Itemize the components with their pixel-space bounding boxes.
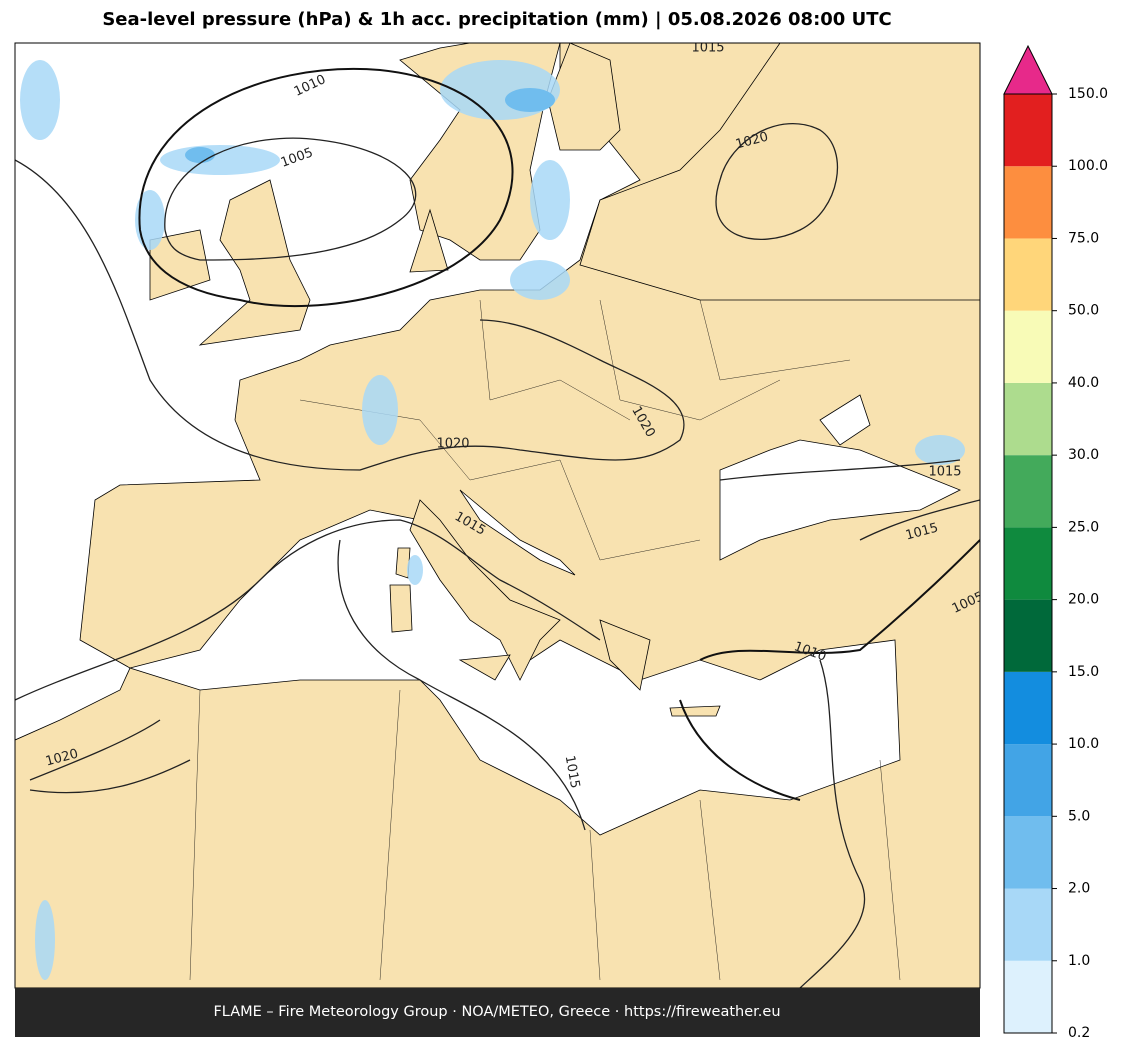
colorbar-tick-label: 75.0 <box>1068 230 1099 246</box>
colorbar-tick-label: 15.0 <box>1068 664 1099 680</box>
colorbar-segment <box>1004 238 1052 311</box>
colorbar-tick-label: 40.0 <box>1068 375 1099 391</box>
colorbar-segment <box>1004 744 1052 817</box>
colorbar-tick-label: 1.0 <box>1068 953 1090 969</box>
colorbar-tick-label: 25.0 <box>1068 519 1099 535</box>
colorbar-segment <box>1004 816 1052 889</box>
colorbar-segment <box>1004 94 1052 167</box>
colorbar-segment <box>1004 960 1052 1033</box>
colorbar-segment <box>1004 888 1052 961</box>
colorbar-segment <box>1004 310 1052 383</box>
colorbar-segment <box>1004 527 1052 600</box>
colorbar-extend <box>1003 44 1053 95</box>
colorbar-segment <box>1004 166 1052 239</box>
colorbar-frame <box>1003 93 1053 1034</box>
colorbar-tick-label: 100.0 <box>1068 158 1108 174</box>
contour-label: 1015 <box>928 465 961 480</box>
footer-text: FLAME – Fire Meteorology Group · NOA/MET… <box>213 1004 780 1020</box>
colorbar-segment <box>1004 671 1052 745</box>
colorbar-tick-label: 0.2 <box>1068 1025 1090 1041</box>
colorbar-tick-label: 20.0 <box>1068 592 1099 608</box>
colorbar-tick-label: 30.0 <box>1068 447 1099 463</box>
colorbar-tick-label: 2.0 <box>1068 881 1090 897</box>
colorbar-segment <box>1004 599 1052 672</box>
colorbar-segment <box>1004 455 1052 528</box>
map-title: Sea-level pressure (hPa) & 1h acc. preci… <box>102 9 891 30</box>
colorbar-tick-label: 10.0 <box>1068 736 1099 752</box>
colorbar-tick-label: 5.0 <box>1068 808 1090 824</box>
colorbar-tick-label: 150.0 <box>1068 86 1108 102</box>
colorbar-segment <box>1004 382 1052 456</box>
contour-label: 1020 <box>436 437 469 452</box>
colorbar-tick-label: 50.0 <box>1068 303 1099 319</box>
footer-bar <box>15 988 980 1037</box>
contour-label: 1015 <box>562 754 583 789</box>
contour-label: 1015 <box>691 41 724 56</box>
colorbar: 0.2 1.0 2.0 5.0 10.0 15.0 20.0 25.0 30.0 40.0 50.0… <box>1003 44 1108 1041</box>
